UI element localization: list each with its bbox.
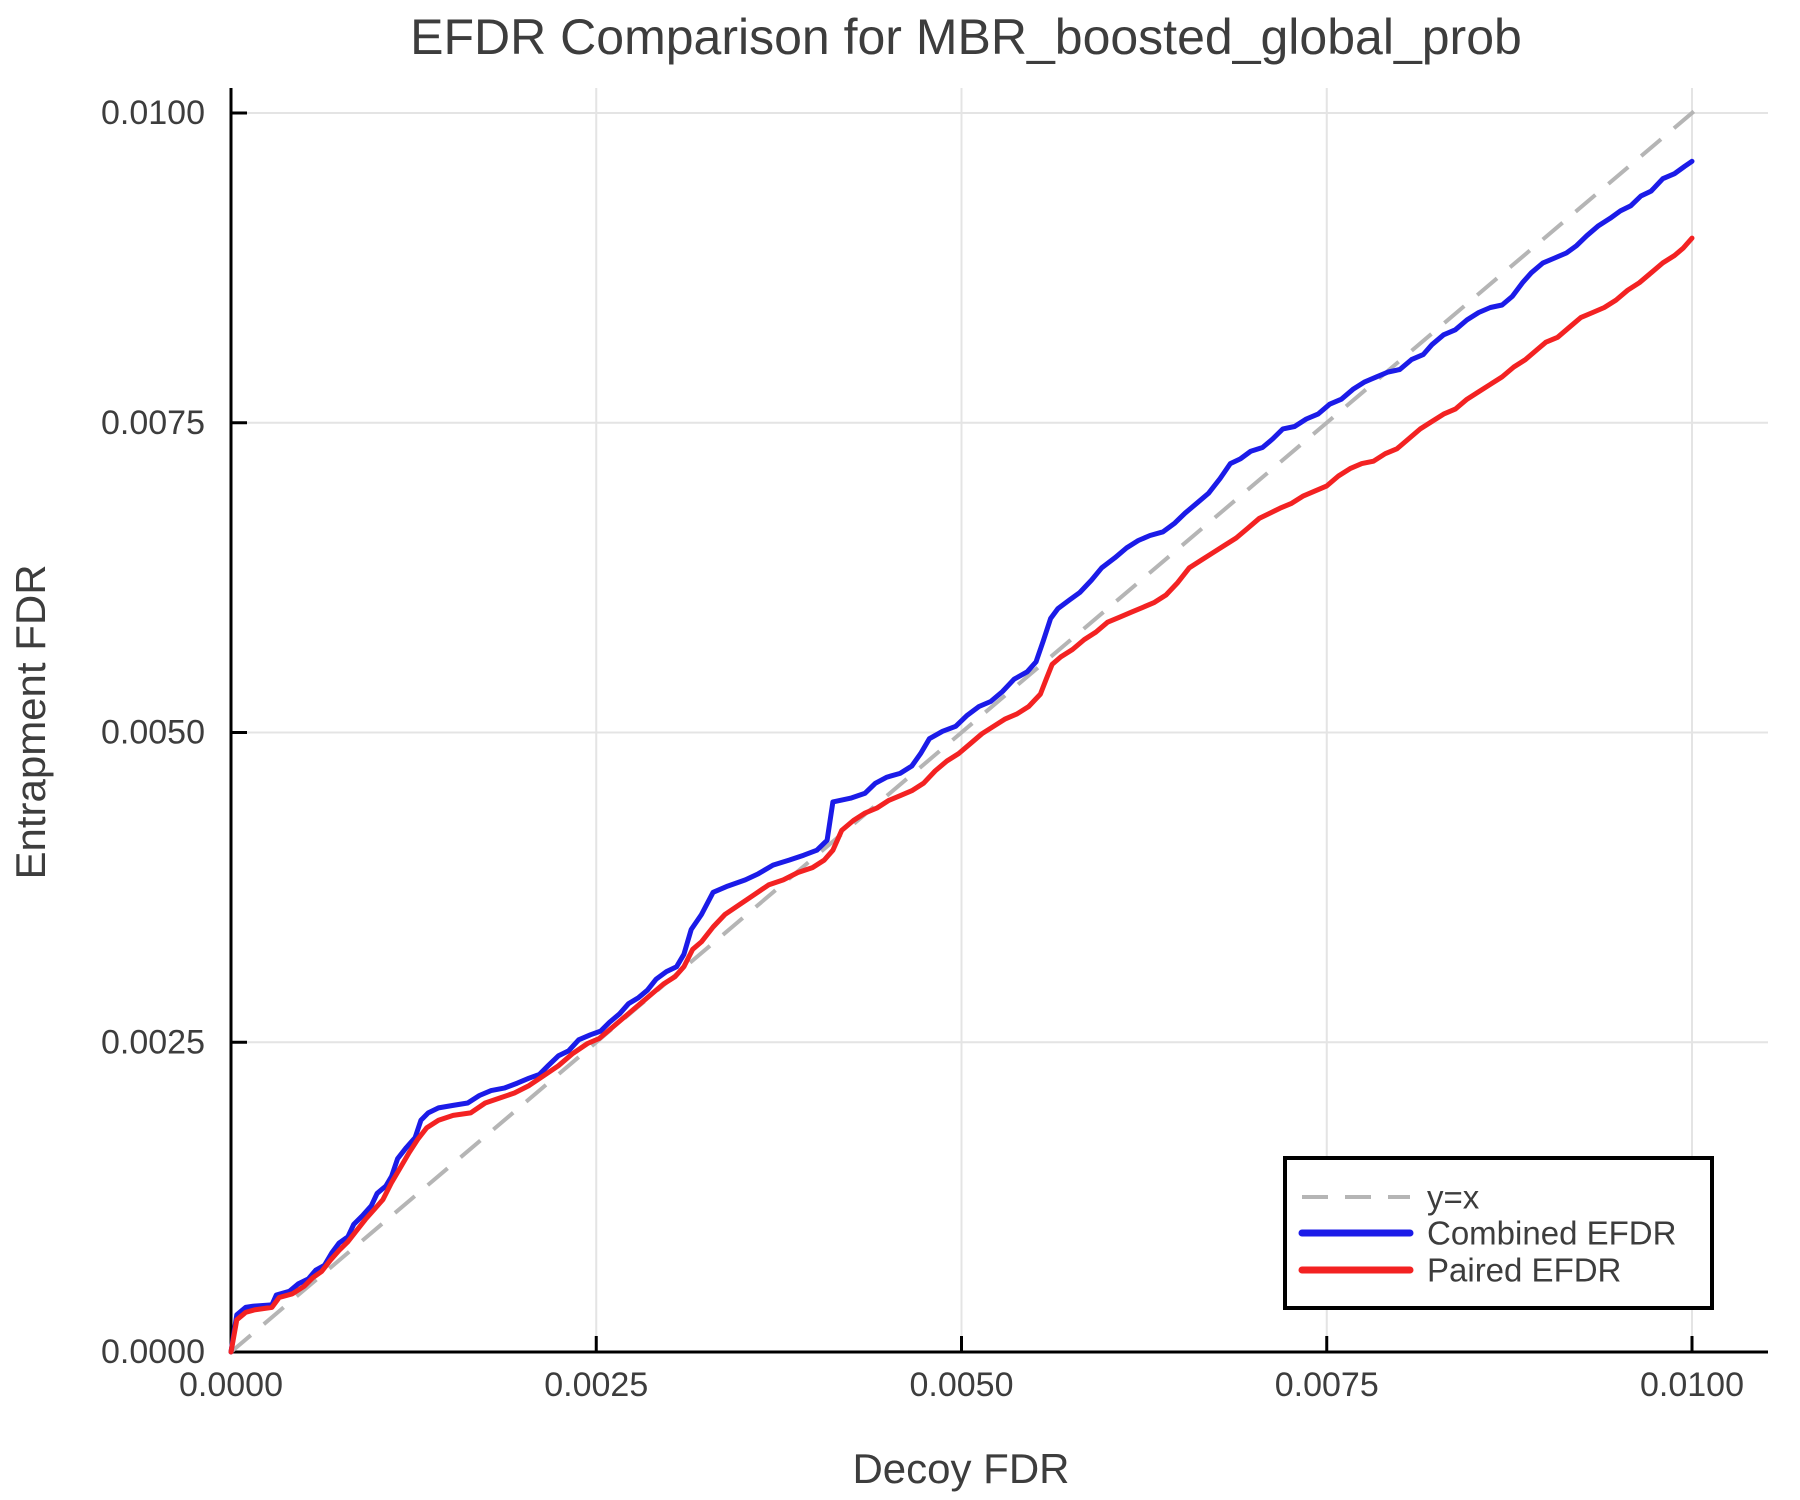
combined-efdr-line xyxy=(228,158,1695,1355)
plot-series xyxy=(228,99,1708,1355)
legend-label-paired-efdr: Paired EFDR xyxy=(1427,1252,1621,1289)
legend-label-identity: y=x xyxy=(1427,1179,1480,1216)
paired-efdr-line xyxy=(228,235,1695,1355)
legend: y=x Combined EFDR Paired EFDR xyxy=(1283,1156,1714,1310)
y-tick-label: 0.0075 xyxy=(101,404,205,442)
legend-label-combined-efdr: Combined EFDR xyxy=(1427,1215,1676,1252)
y-tick-label: 0.0100 xyxy=(101,94,205,132)
x-tick-label: 0.0050 xyxy=(910,1366,1014,1404)
y-tick-label: 0.0000 xyxy=(101,1333,205,1371)
x-tick-label: 0.0075 xyxy=(1275,1366,1379,1404)
x-tick-label: 0.0100 xyxy=(1640,1366,1744,1404)
x-tick-label: 0.0000 xyxy=(179,1366,283,1404)
chart-title: EFDR Comparison for MBR_boosted_global_p… xyxy=(410,9,1522,65)
x-tick-label: 0.0025 xyxy=(544,1366,648,1404)
y-tick-label: 0.0050 xyxy=(101,714,205,752)
x-axis-label: Decoy FDR xyxy=(852,1445,1069,1492)
y-axis-label: Entrapment FDR xyxy=(7,564,54,879)
y-x-line xyxy=(229,99,1708,1354)
y-tick-label: 0.0025 xyxy=(101,1023,205,1061)
tick-labels: 0.0000 0.0025 0.0050 0.0075 0.0100 0.0000 0.00… xyxy=(101,94,1744,1404)
